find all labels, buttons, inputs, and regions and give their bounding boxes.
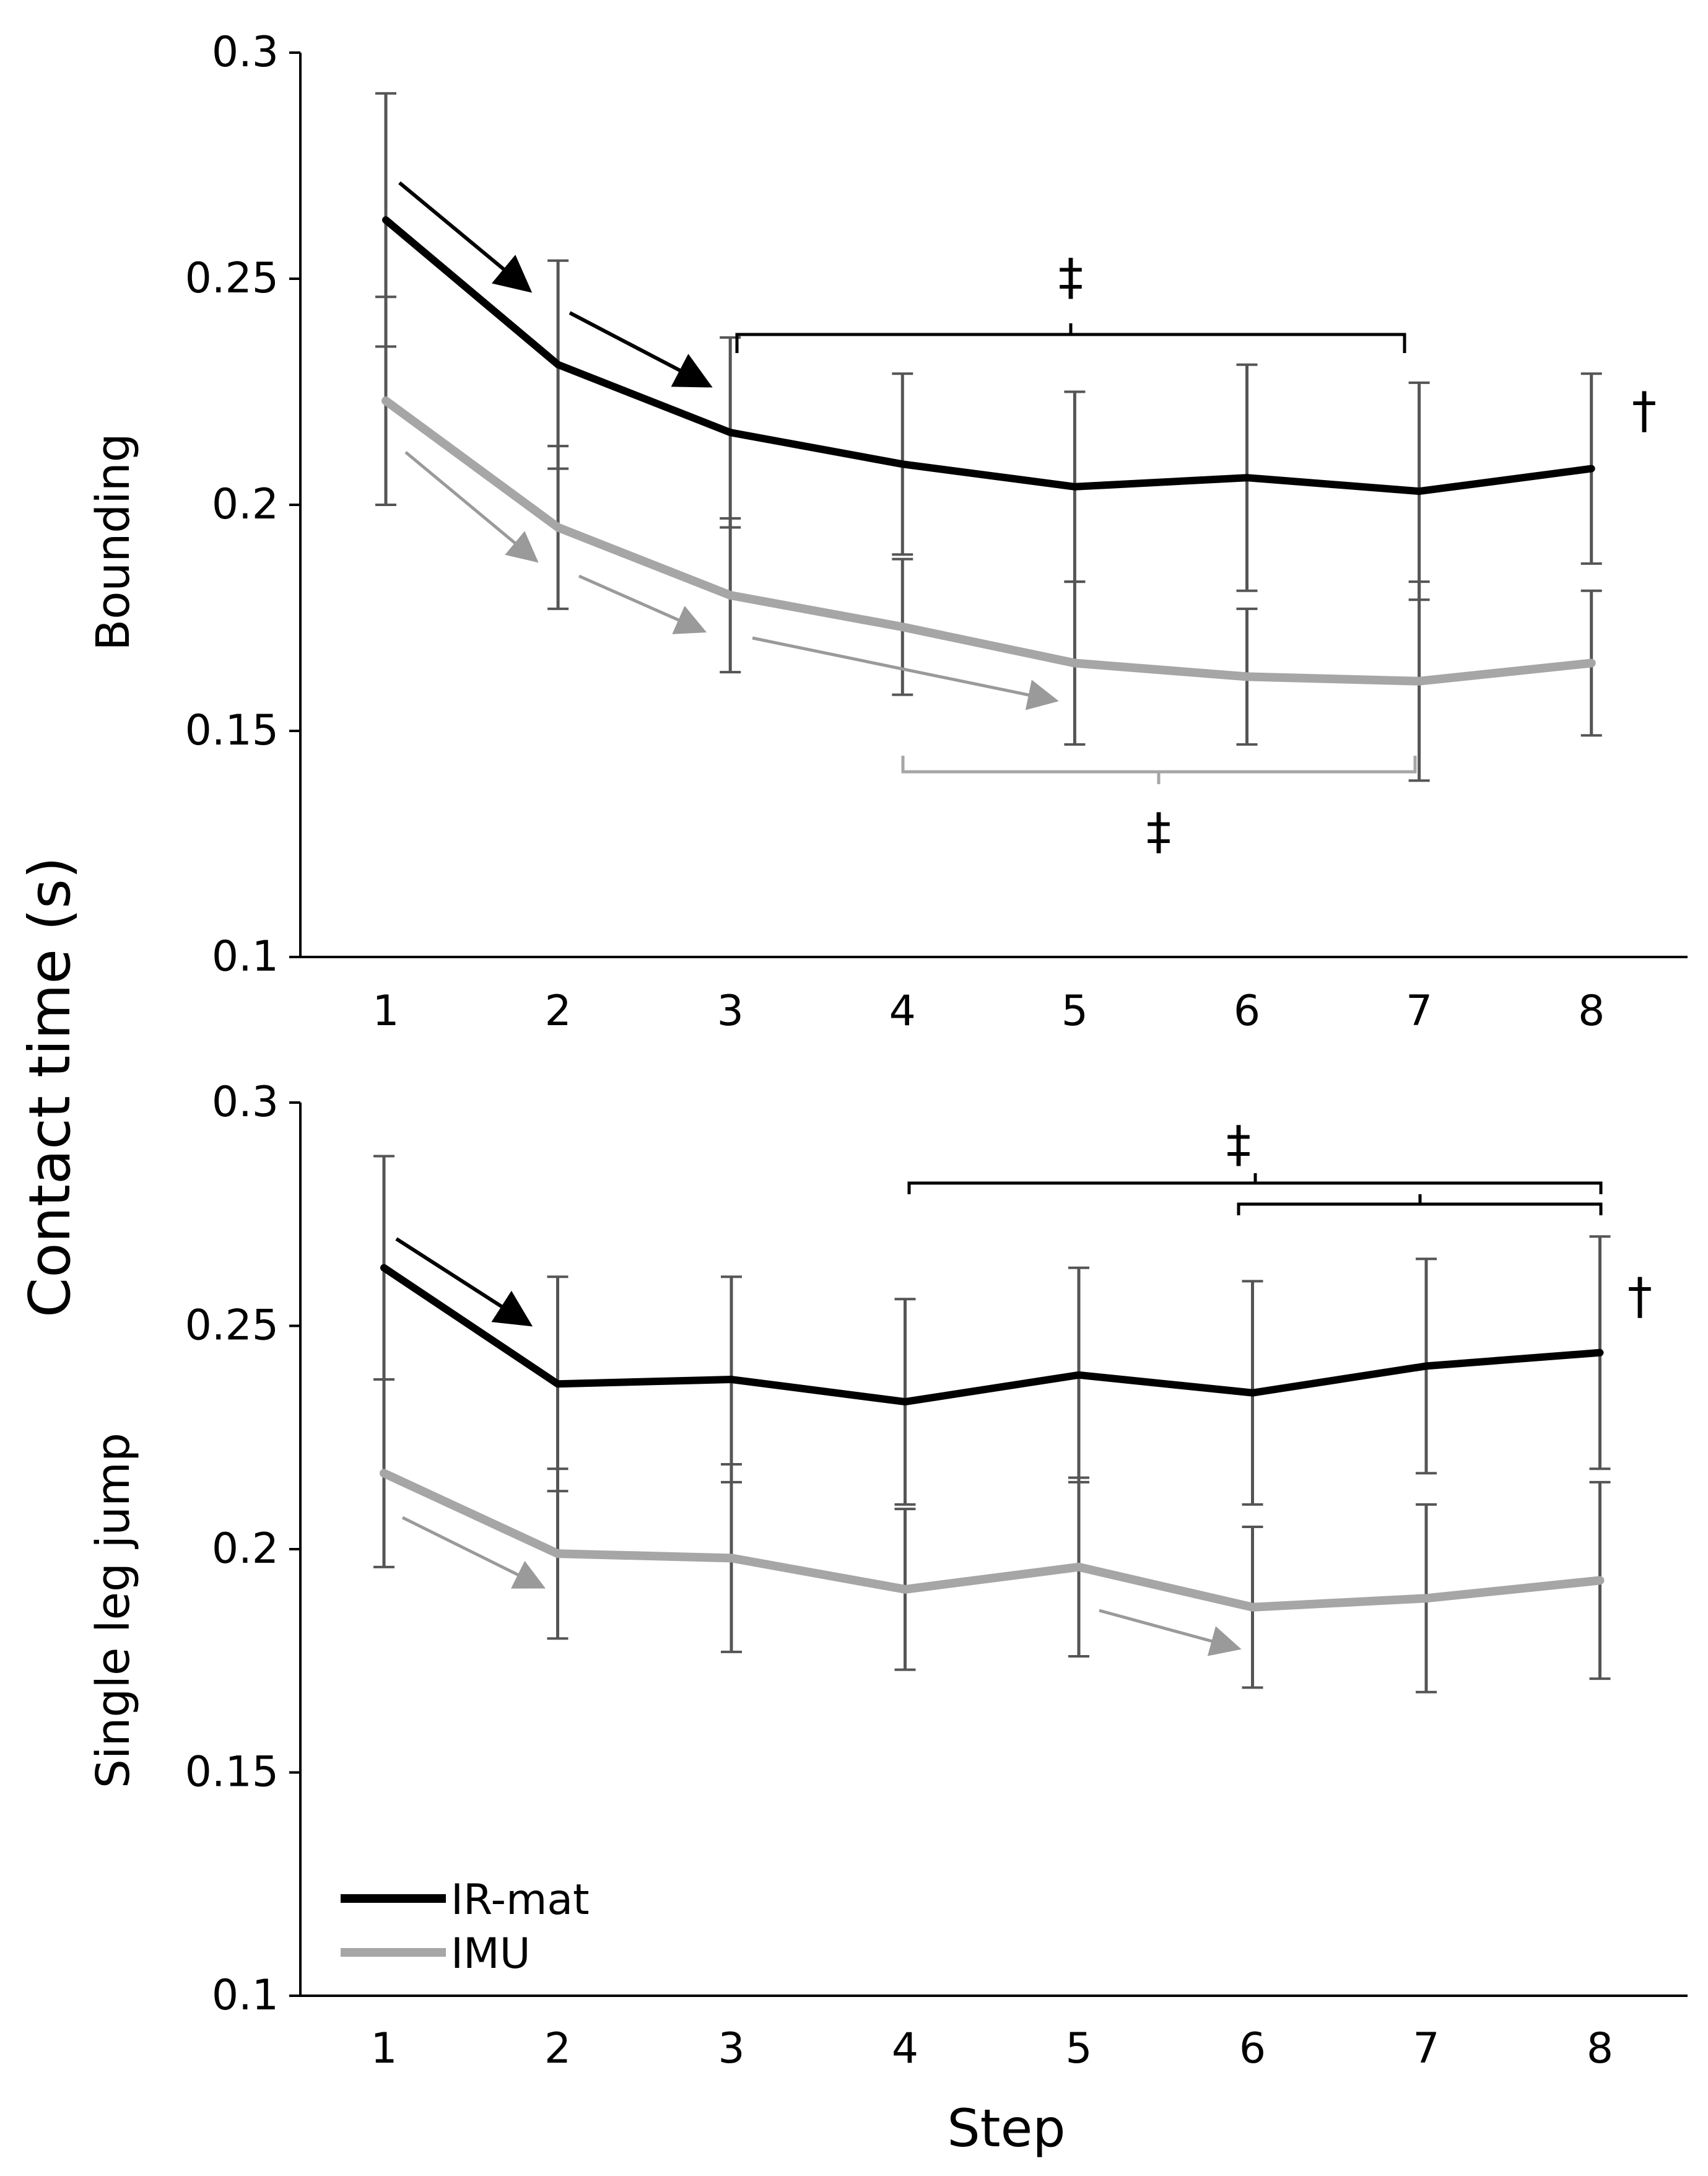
- series-line-imu: [380, 1469, 1605, 1612]
- y-tick-label: 0.25: [185, 1301, 279, 1350]
- significance-bracket-imu: [901, 756, 1417, 784]
- y-axis-title: Contact time (s): [17, 857, 83, 1317]
- x-tick-label: 7: [1406, 987, 1432, 1036]
- x-tick-label: 8: [1578, 987, 1605, 1036]
- series-line-ir-mat: [382, 216, 1595, 496]
- y-tick-label: 0.25: [185, 254, 279, 303]
- significance-bracket-wide: [907, 1173, 1603, 1194]
- legend-label-imu: IMU: [451, 1929, 531, 1978]
- trend-arrow: [395, 1237, 533, 1327]
- trend-arrow: [398, 181, 533, 293]
- x-tick-label: 1: [372, 987, 399, 1036]
- y-tick-label: 0.15: [185, 1748, 279, 1797]
- x-tick-label: 6: [1239, 2024, 1266, 2073]
- x-tick-label: 2: [544, 987, 571, 1036]
- y-tick-label: 0.1: [212, 1971, 279, 2020]
- y-tick-label: 0.1: [212, 932, 279, 981]
- y-tick-label: 0.3: [212, 28, 279, 77]
- significance-bracket-narrow: [1237, 1194, 1603, 1215]
- x-tick-label: 5: [1065, 2024, 1092, 2073]
- double-dagger-imu: ‡: [1146, 803, 1171, 860]
- series-line-ir-mat: [380, 1264, 1604, 1406]
- panel-label: Single leg jump: [87, 1433, 140, 1788]
- x-tick-label: 7: [1413, 2024, 1439, 2073]
- x-tick-label: 5: [1061, 987, 1088, 1036]
- x-tick-label: 3: [717, 987, 744, 1036]
- trend-arrow: [1099, 1609, 1242, 1656]
- x-tick-label: 3: [718, 2024, 744, 2073]
- trend-arrow: [578, 574, 707, 634]
- x-tick-label: 1: [370, 2024, 397, 2073]
- trend-arrow: [401, 1516, 546, 1589]
- x-tick-label: 8: [1587, 2024, 1613, 2073]
- y-tick-label: 0.2: [212, 480, 279, 529]
- x-tick-label: 4: [892, 2024, 918, 2073]
- y-tick-label: 0.15: [185, 706, 279, 755]
- trend-arrow: [569, 311, 713, 388]
- x-tick-label: 6: [1234, 987, 1260, 1036]
- series-line-imu: [381, 396, 1596, 686]
- dagger-symbol: †: [1632, 382, 1657, 439]
- panel-label: Bounding: [87, 433, 140, 650]
- double-dagger-ir-mat: ‡: [1058, 248, 1083, 306]
- double-dagger-ir-mat: ‡: [1226, 1116, 1251, 1173]
- legend: IR-mat IMU: [341, 1876, 590, 1978]
- trend-arrow: [404, 451, 539, 563]
- y-tick-label: 0.2: [212, 1524, 279, 1573]
- y-tick-label: 0.3: [212, 1078, 279, 1127]
- x-tick-label: 2: [544, 2024, 571, 2073]
- trend-arrow: [752, 636, 1059, 710]
- x-tick-label: 4: [889, 987, 916, 1036]
- legend-label-ir-mat: IR-mat: [451, 1876, 590, 1925]
- single-leg-jump-panel: Single leg jump 0.1 0.15 0.2 0.25 0.3 1 2 3 4 5 6…: [87, 1078, 1688, 2073]
- dagger-symbol: †: [1627, 1267, 1652, 1325]
- x-axis-title: Step: [947, 2098, 1065, 2159]
- significance-bracket-ir-mat: [735, 323, 1406, 353]
